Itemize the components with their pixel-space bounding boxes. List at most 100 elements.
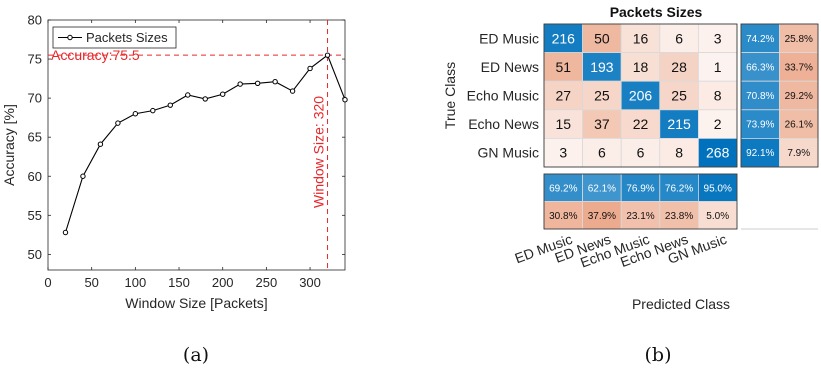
row-summary-cell	[779, 23, 819, 54]
legend-box	[52, 26, 177, 49]
data-point	[167, 102, 173, 108]
column-summary-value: 30.8%	[549, 211, 577, 222]
data-point	[254, 80, 261, 86]
packets-sizes-points	[62, 52, 348, 236]
true-class-label: ED Music	[479, 30, 539, 46]
y-tick-label: 60	[28, 169, 42, 184]
x-tick-label: 50	[84, 275, 98, 290]
matrix-cell-value: 193	[590, 59, 614, 75]
data-point	[289, 88, 296, 94]
row-summary-value: 92.1%	[746, 148, 774, 159]
x-tick-label: 250	[256, 275, 278, 290]
confusion-matrix-title: Packets Sizes	[610, 4, 703, 20]
matrix-cell-value: 27	[556, 88, 572, 104]
matrix-cell	[659, 80, 699, 111]
column-summary-cell	[543, 201, 583, 230]
matrix-cell	[698, 80, 738, 111]
matrix-cell	[698, 52, 738, 82]
matrix-cell-value: 3	[714, 30, 722, 46]
column-summary-value: 95.0%	[704, 183, 732, 194]
column-summary-value: 76.2%	[665, 183, 693, 194]
matrix-cell-value: 51	[556, 59, 572, 75]
row-summary-cell	[779, 80, 819, 111]
x-tick-label: 100	[125, 275, 147, 290]
data-point	[150, 107, 156, 114]
column-summary-cell	[620, 173, 661, 202]
matrix-cell	[620, 137, 661, 168]
row-summary-value: 7.9%	[787, 148, 810, 159]
matrix-cell-value: 268	[706, 145, 730, 161]
confusion-matrix-cells: 216 50 16 6 3 51 193 18 28 1 27 25 206 25 8 15 37 22 215 2 3…	[543, 23, 738, 168]
matrix-cell	[620, 109, 661, 139]
y-tick-label: 75	[28, 52, 42, 67]
true-class-label: ED News	[481, 59, 539, 75]
matrix-cell	[659, 23, 699, 54]
row-summary-value: 73.9%	[746, 120, 774, 131]
line-chart-legend: Packets Sizes	[52, 26, 177, 49]
matrix-cell	[543, 23, 583, 54]
data-point	[185, 92, 191, 98]
column-summary-cells: 69.2% 62.1% 76.9% 76.2% 95.0% 30.8% 37.9% 23.1%…	[543, 173, 738, 230]
matrix-cell-value: 25	[594, 88, 610, 104]
matrix-cell-value: 16	[633, 30, 649, 46]
matrix-cell	[620, 80, 661, 111]
confusion-matrix-panel: Packets Sizes 216 50 16 6 351 193 18 28 127 25 206…	[442, 4, 819, 312]
y-tick-label: 80	[28, 13, 42, 28]
caption-b: (b)	[645, 344, 672, 366]
column-summary-value: 76.9%	[626, 183, 654, 194]
column-summary-value: 23.8%	[665, 211, 693, 222]
matrix-cell	[659, 109, 699, 139]
matrix-cell-value: 37	[594, 116, 610, 132]
row-summary-value: 74.2%	[746, 34, 774, 45]
matrix-cell-value: 6	[675, 30, 683, 46]
data-point	[80, 173, 86, 179]
data-point	[272, 79, 278, 85]
line-chart-x-axis-label: Window Size [Packets]	[125, 295, 267, 311]
matrix-cell-value: 15	[556, 116, 572, 132]
true-class-label: Echo Music	[467, 88, 539, 104]
caption-a: (a)	[183, 344, 209, 366]
row-summary-value: 70.8%	[746, 91, 774, 102]
row-summary-value: 25.8%	[785, 34, 813, 45]
matrix-cell	[582, 80, 622, 111]
matrix-cell-value: 2	[714, 116, 722, 132]
data-point	[132, 111, 139, 117]
row-summary-border	[740, 23, 819, 168]
matrix-cell-value: 50	[594, 30, 610, 46]
accuracy-annotation: Accuracy:75.5	[51, 47, 140, 63]
row-summary-value: 33.7%	[785, 62, 813, 73]
matrix-cell-value: 6	[598, 145, 606, 161]
row-summary-cell	[740, 137, 780, 168]
matrix-cell	[698, 137, 738, 168]
column-summary-value: 37.9%	[588, 211, 616, 222]
confusion-matrix-y-axis-label: True Class	[442, 62, 458, 129]
column-summary-value: 69.2%	[549, 183, 577, 194]
matrix-cell	[582, 137, 622, 168]
matrix-cell-value: 216	[552, 30, 576, 46]
x-tick-label: 150	[168, 275, 190, 290]
column-summary-value: 23.1%	[626, 211, 654, 222]
x-tick-label: 200	[212, 275, 234, 290]
matrix-cell	[659, 52, 699, 82]
row-summary-value: 29.2%	[785, 91, 813, 102]
data-point	[97, 141, 104, 147]
true-class-label: GN Music	[478, 145, 539, 161]
y-tick-label: 50	[28, 247, 42, 262]
legend-entry-packets-sizes: Packets Sizes	[86, 30, 168, 45]
matrix-cell-value: 22	[633, 116, 649, 132]
matrix-cell-value: 215	[667, 116, 691, 132]
column-summary-cell	[620, 201, 661, 230]
line-chart-axes-box	[47, 19, 346, 271]
row-summary-value: 66.3%	[746, 62, 774, 73]
confusion-matrix-x-axis-label: Predicted Class	[632, 296, 730, 312]
true-class-label: Echo News	[468, 116, 539, 132]
matrix-cell-value: 25	[671, 88, 687, 104]
y-tick-label: 70	[28, 91, 42, 106]
matrix-cell-value: 3	[559, 145, 567, 161]
row-summary-value: 26.1%	[785, 120, 813, 131]
row-summary-cell	[779, 52, 819, 82]
matrix-cell-value: 206	[629, 88, 653, 104]
